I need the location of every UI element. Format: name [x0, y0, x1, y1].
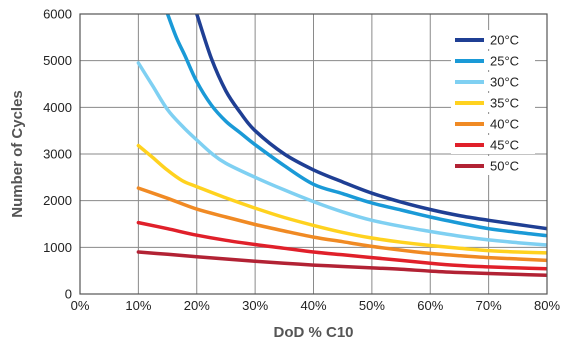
x-axis-ticks: 0% 10% 20% 30% 40% 50% 60% 70% 80% — [71, 298, 561, 313]
legend-label: 50°C — [490, 159, 519, 174]
legend-label: 35°C — [490, 96, 519, 111]
plot-frame — [79, 13, 548, 295]
legend-label: 40°C — [490, 117, 519, 132]
x-tick-label: 20% — [184, 298, 210, 313]
legend-item-bg — [451, 51, 535, 70]
y-tick-label: 5000 — [43, 53, 72, 68]
legend-item-bg — [451, 30, 535, 49]
x-tick-label: 30% — [242, 298, 268, 313]
legend: 20°C 25°C 30°C 35°C 40°C 45°C 50°C — [451, 30, 535, 175]
x-tick-label: 10% — [125, 298, 151, 313]
series-lines — [136, 14, 547, 278]
legend-item-bg — [451, 114, 535, 133]
y-axis-ticks: 0 1000 2000 3000 4000 5000 6000 — [43, 7, 72, 302]
series-line-20c — [195, 14, 547, 231]
y-tick-label: 6000 — [43, 7, 72, 22]
x-tick-label: 50% — [359, 298, 385, 313]
legend-item-bg — [451, 156, 535, 175]
series-line-45c — [136, 220, 547, 271]
series-line-50c — [136, 250, 547, 278]
series-line-30c — [136, 61, 547, 247]
y-axis-label: Number of Cycles — [9, 90, 26, 218]
legend-label: 20°C — [490, 33, 519, 48]
legend-item-bg — [451, 135, 535, 154]
x-tick-label: 80% — [534, 298, 560, 313]
legend-item-bg — [451, 72, 535, 91]
y-tick-label: 3000 — [43, 147, 72, 162]
x-axis-label: DoD % C10 — [273, 324, 353, 341]
y-tick-label: 2000 — [43, 193, 72, 208]
series-line-35c — [136, 143, 547, 255]
x-tick-label: 40% — [300, 298, 326, 313]
legend-label: 30°C — [490, 75, 519, 90]
legend-label: 25°C — [490, 54, 519, 69]
legend-label: 45°C — [490, 138, 519, 153]
y-tick-label: 1000 — [43, 240, 72, 255]
x-tick-label: 60% — [417, 298, 443, 313]
series-line-40c — [136, 186, 547, 263]
x-tick-label: 0% — [71, 298, 90, 313]
series-line-25c — [165, 14, 547, 238]
x-tick-label: 70% — [476, 298, 502, 313]
y-tick-label: 4000 — [43, 100, 72, 115]
legend-item-bg — [451, 93, 535, 112]
y-tick-label: 0 — [65, 287, 72, 302]
